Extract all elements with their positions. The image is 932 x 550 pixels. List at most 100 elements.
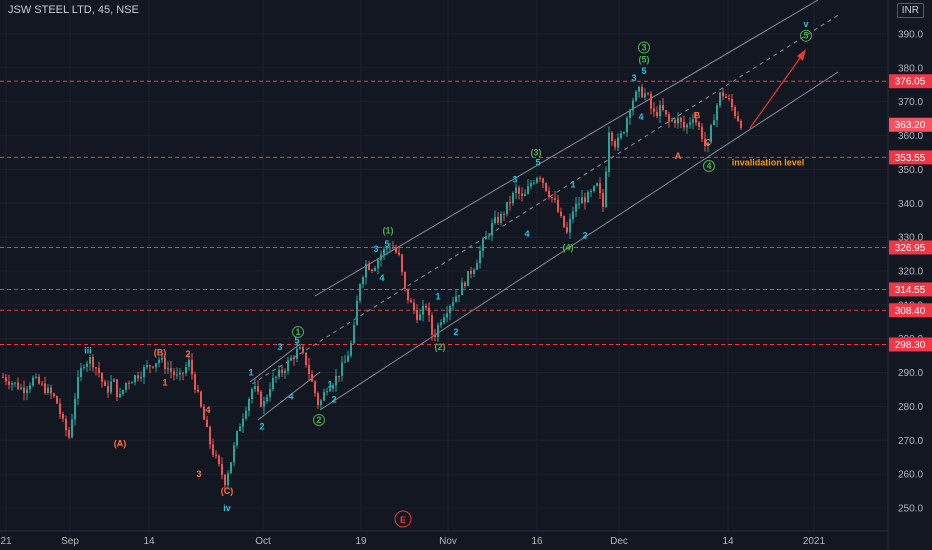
- currency-badge[interactable]: INR: [896, 3, 924, 18]
- candle-body: [593, 185, 595, 192]
- candle-body: [716, 105, 718, 121]
- candle-body: [596, 183, 598, 186]
- wave-label: 2: [316, 415, 321, 425]
- candle-body: [701, 126, 703, 139]
- price-level-label: 326.95: [895, 243, 926, 254]
- projection-line[interactable]: [749, 57, 801, 129]
- candle-body: [524, 193, 526, 196]
- candle-body: [542, 178, 544, 183]
- candle-body: [617, 137, 619, 148]
- wave-label: 3: [631, 73, 636, 83]
- candle-body: [359, 284, 361, 301]
- candle-body: [134, 375, 136, 383]
- y-tick-label: 290.0: [898, 368, 923, 379]
- price-level-tag[interactable]: [889, 303, 932, 318]
- candle-body: [251, 389, 253, 399]
- channel-lower-line[interactable]: [319, 71, 839, 411]
- candle-body: [581, 197, 583, 204]
- wave-label: (2): [435, 342, 446, 352]
- wave-channel-line[interactable]: [257, 371, 321, 421]
- price-level-tag[interactable]: [889, 282, 932, 297]
- candle-body: [680, 117, 682, 122]
- candle-body: [512, 192, 514, 204]
- price-level-label: 353.55: [895, 153, 926, 164]
- candle-body: [68, 430, 70, 438]
- candle-body: [326, 391, 328, 393]
- candle-body: [710, 125, 712, 143]
- candle-body: [575, 203, 577, 212]
- wave-label: 1: [570, 180, 575, 190]
- price-levels: [0, 80, 888, 345]
- wave-label: (B): [154, 347, 167, 357]
- wave-label: 4: [205, 405, 210, 415]
- candle-body: [437, 325, 439, 337]
- price-level-tag[interactable]: [889, 240, 932, 255]
- candle-body: [197, 389, 199, 392]
- channel-upper-line[interactable]: [314, 0, 819, 297]
- candle-body: [173, 371, 175, 376]
- candle-body: [209, 426, 211, 445]
- candle-body: [137, 375, 139, 379]
- price-level-tag[interactable]: [889, 74, 932, 89]
- wave-label: v: [803, 19, 808, 29]
- candle-body: [464, 282, 466, 287]
- event-marker[interactable]: E: [394, 510, 412, 528]
- candle-body: [101, 373, 103, 382]
- candle-body: [53, 393, 55, 397]
- price-level-tag[interactable]: [889, 150, 932, 165]
- wave-label: 3: [373, 244, 378, 254]
- candle-body: [728, 98, 730, 100]
- candle-body: [32, 377, 34, 386]
- wave-label: 4: [706, 161, 711, 171]
- last-price-tag[interactable]: [889, 117, 932, 132]
- candle-body: [737, 116, 739, 121]
- time-axis[interactable]: 21 Sep 14 Oct 19 Nov 16 Dec 14 2021: [0, 530, 888, 547]
- candle-body: [485, 236, 487, 240]
- candle-body: [317, 393, 319, 405]
- wave-label: 2: [582, 230, 587, 240]
- wave-channel-line[interactable]: [249, 343, 301, 383]
- candle-body: [719, 92, 721, 106]
- candle-body: [554, 198, 556, 200]
- candle-body: [494, 217, 496, 224]
- candle-body: [47, 387, 49, 393]
- candle-body: [191, 359, 193, 375]
- candle-body: [275, 376, 277, 378]
- channel-mid-line[interactable]: [251, 13, 841, 385]
- candle-body: [302, 347, 304, 353]
- candles: [2, 83, 742, 489]
- wave-label: 4: [379, 273, 384, 283]
- candle-body: [245, 410, 247, 419]
- candle-body: [557, 199, 559, 212]
- candle-body: [452, 302, 454, 307]
- candle-body: [653, 108, 655, 112]
- wave-circle: [800, 29, 812, 42]
- wave-circle: [313, 413, 325, 426]
- wave-label: A: [675, 151, 682, 161]
- y-tick-label: 250.0: [898, 504, 923, 515]
- trend-channel[interactable]: [249, 0, 841, 421]
- candle-body: [323, 392, 325, 401]
- candle-body: [665, 110, 667, 115]
- candle-body: [215, 454, 217, 456]
- candle-body: [92, 357, 94, 368]
- candle-body: [386, 248, 388, 250]
- wave-label: 1: [435, 291, 440, 301]
- x-tick-label: Oct: [255, 536, 271, 547]
- wave-label: C: [705, 137, 712, 147]
- candle-body: [428, 307, 430, 316]
- projection-arrow[interactable]: [749, 49, 806, 129]
- price-axis[interactable]: 250.0260.0270.0280.0290.0300.0310.0320.0…: [887, 0, 932, 550]
- price-level-tag[interactable]: [889, 337, 932, 352]
- wave-label: 5: [294, 335, 299, 345]
- candle-body: [590, 191, 592, 193]
- candle-body: [560, 211, 562, 217]
- candle-body: [98, 368, 100, 374]
- candle-body: [5, 377, 7, 382]
- candle-body: [380, 254, 382, 261]
- candle-body: [449, 306, 451, 314]
- event-circle[interactable]: [394, 510, 412, 528]
- wave-label: (A): [114, 439, 127, 449]
- candle-body: [509, 202, 511, 204]
